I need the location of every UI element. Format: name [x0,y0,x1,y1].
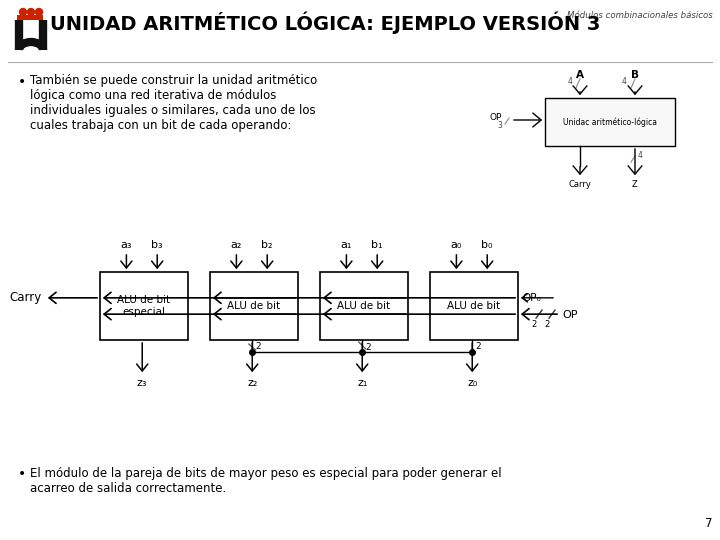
Text: A: A [576,70,584,80]
Bar [545,98,675,146]
Text: Carry: Carry [569,180,591,189]
Text: lógica como una red iterativa de módulos: lógica como una red iterativa de módulos [30,89,276,102]
Circle shape [35,9,42,16]
Text: 2: 2 [256,342,261,351]
Text: b₃: b₃ [151,240,163,250]
Text: Módulos combinacionales básicos: Módulos combinacionales básicos [567,11,713,20]
Bar [17,15,43,20]
Text: a₀: a₀ [451,240,462,250]
Text: b₁: b₁ [372,240,383,250]
Text: ALU de bit
especial: ALU de bit especial [117,295,171,317]
Text: 2: 2 [531,320,536,329]
Text: B: B [631,70,639,80]
Text: cuales trabaja con un bit de cada operando:: cuales trabaja con un bit de cada operan… [30,119,292,132]
Text: •: • [18,75,26,89]
Text: 2: 2 [365,342,371,352]
Circle shape [27,9,35,16]
Text: z₃: z₃ [137,378,148,388]
Text: z₁: z₁ [357,378,367,388]
Text: a₃: a₃ [121,240,132,250]
Text: Z: Z [632,180,638,189]
Text: ALU de bit: ALU de bit [228,301,281,311]
Text: •: • [18,467,26,481]
Text: También se puede construir la unidad aritmético: También se puede construir la unidad ari… [30,74,318,87]
Circle shape [19,9,27,16]
Text: Unidac aritmético-lógica: Unidac aritmético-lógica [563,117,657,127]
Text: 4: 4 [638,152,643,160]
Text: OP₀: OP₀ [522,293,541,303]
Text: b₀: b₀ [482,240,493,250]
Text: Carry: Carry [10,292,42,305]
Text: acarreo de salida correctamente.: acarreo de salida correctamente. [30,482,226,495]
Text: El módulo de la pareja de bits de mayor peso es especial para poder generar el: El módulo de la pareja de bits de mayor … [30,467,502,480]
Text: 4: 4 [567,78,572,86]
Bar [320,272,408,340]
Text: a₂: a₂ [230,240,242,250]
Text: 3: 3 [497,120,502,130]
Text: z₀: z₀ [467,378,477,388]
Text: z₂: z₂ [247,378,258,388]
Bar [210,272,298,340]
Text: OP: OP [562,310,577,320]
Text: ALU de bit: ALU de bit [447,301,500,311]
Text: ALU de bit: ALU de bit [338,301,390,311]
Text: individuales iguales o similares, cada uno de los: individuales iguales o similares, cada u… [30,104,315,117]
Text: 2: 2 [475,342,481,351]
Text: OP: OP [490,113,503,123]
Text: 7: 7 [704,517,712,530]
Bar [430,272,518,340]
Text: b₂: b₂ [261,240,273,250]
Text: UNIDAD ARITMÉTICO LÓGICA: EJEMPLO VERSIÓN 3: UNIDAD ARITMÉTICO LÓGICA: EJEMPLO VERSIÓ… [50,12,600,35]
Text: 4: 4 [622,78,627,86]
Bar [100,272,188,340]
Text: 2: 2 [544,320,549,329]
Text: a₁: a₁ [341,240,352,250]
